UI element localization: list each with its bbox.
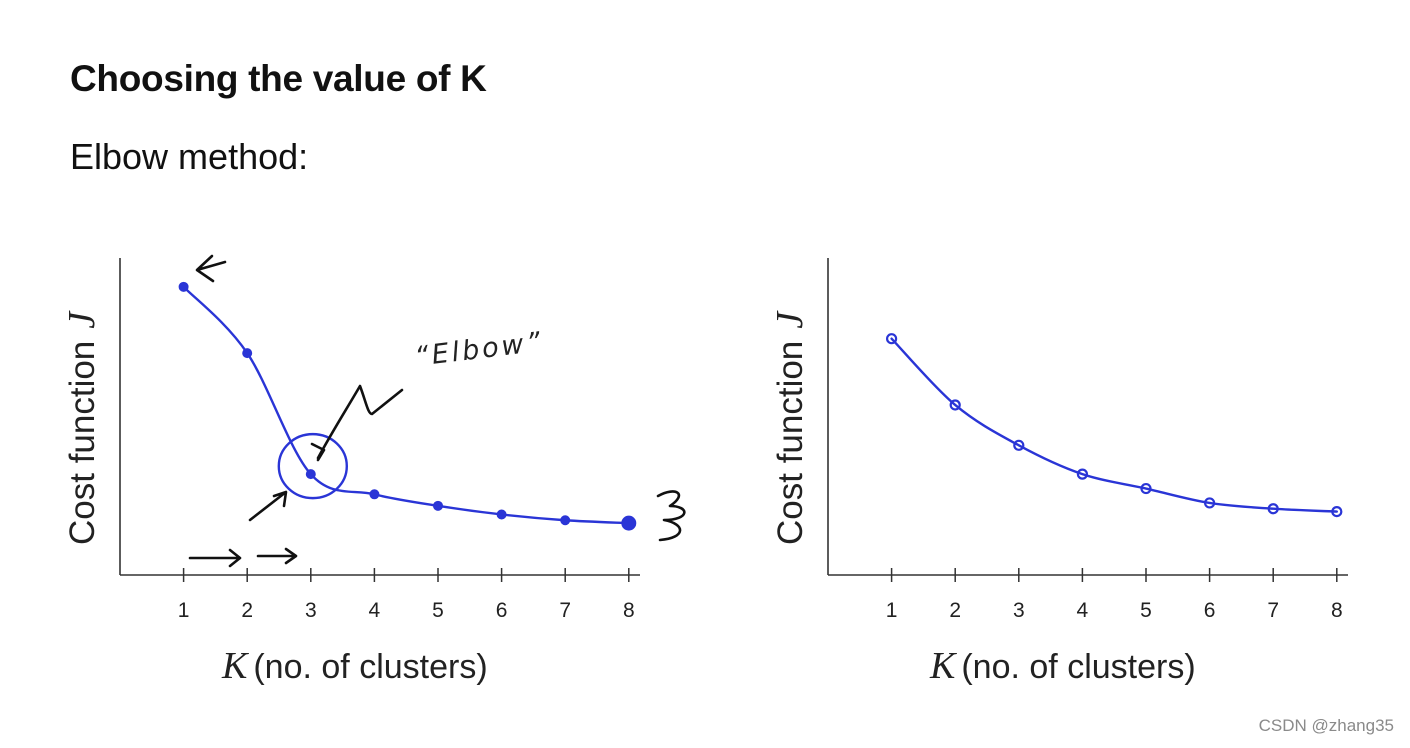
data-point bbox=[305, 469, 316, 480]
data-point bbox=[1013, 439, 1025, 451]
x-tick-label: 6 bbox=[1204, 599, 1216, 622]
data-point bbox=[621, 515, 637, 531]
right-x-axis-title: K (no. of clusters) bbox=[929, 645, 1196, 687]
chart-right: 1 2 3 4 5 6 7 8 Cost functionJ K (no. of cluster… bbox=[769, 258, 1348, 687]
data-point bbox=[242, 348, 253, 359]
right-x-axis-var: K bbox=[929, 645, 957, 687]
data-point bbox=[560, 515, 571, 526]
x-tick-label: 1 bbox=[886, 599, 898, 622]
data-point bbox=[1140, 482, 1152, 495]
right-arrow-2-icon bbox=[256, 547, 298, 565]
data-point bbox=[1203, 497, 1216, 509]
series-line bbox=[182, 285, 630, 525]
watermark: CSDN @zhang35 bbox=[1258, 716, 1394, 735]
elbow-pointer-tip bbox=[310, 442, 326, 462]
x-tick-label: 7 bbox=[559, 599, 571, 622]
data-point bbox=[1331, 506, 1343, 518]
x-tick-label: 6 bbox=[496, 599, 508, 622]
data-point bbox=[1076, 468, 1089, 480]
x-tick-label: 8 bbox=[623, 599, 635, 622]
x-tick-label: 4 bbox=[369, 599, 381, 622]
x-tick-label: 3 bbox=[305, 599, 317, 622]
x-tick-label: 2 bbox=[949, 599, 961, 622]
x-tick-label: 4 bbox=[1077, 599, 1089, 622]
data-point bbox=[496, 509, 507, 520]
x-tick-label: 2 bbox=[241, 599, 253, 622]
left-annotations: “Elbow” bbox=[188, 254, 686, 568]
data-point bbox=[949, 399, 961, 411]
x-tick-label: 5 bbox=[1140, 599, 1152, 622]
elbow-circle bbox=[277, 432, 348, 500]
left-y-axis-var: J bbox=[61, 310, 103, 329]
left-x-axis-var: K bbox=[221, 645, 249, 687]
series-line bbox=[890, 337, 1338, 513]
left-x-ticks: 1 2 3 4 5 6 7 8 bbox=[178, 568, 635, 622]
x-tick-label: 8 bbox=[1331, 599, 1343, 622]
scribble-mark-icon bbox=[656, 490, 686, 542]
arrow-top-left-icon bbox=[195, 254, 227, 283]
left-x-axis-title: K (no. of clusters) bbox=[221, 645, 488, 687]
data-point bbox=[1267, 503, 1279, 515]
left-series bbox=[178, 281, 637, 531]
data-point bbox=[178, 281, 189, 292]
x-tick-label: 7 bbox=[1267, 599, 1279, 622]
data-point bbox=[369, 489, 380, 500]
chart-left: 1 2 3 4 5 6 7 8 Cost functionJ K (no. of cluster… bbox=[61, 254, 686, 687]
right-arrow-1-icon bbox=[188, 548, 242, 568]
right-y-axis-title: Cost functionJ bbox=[769, 310, 811, 545]
data-point bbox=[433, 500, 443, 511]
left-y-axis-title: Cost functionJ bbox=[61, 310, 103, 545]
slide-title: Choosing the value of K bbox=[70, 58, 487, 99]
x-tick-label: 5 bbox=[432, 599, 444, 622]
right-series bbox=[885, 333, 1343, 518]
elbow-pointer-squiggle bbox=[316, 384, 404, 460]
slide-subtitle: Elbow method: bbox=[70, 136, 309, 177]
pointer-slash bbox=[248, 490, 288, 522]
x-tick-label: 3 bbox=[1013, 599, 1025, 622]
right-y-axis-var: J bbox=[769, 310, 811, 329]
data-point bbox=[885, 333, 898, 345]
right-x-ticks: 1 2 3 4 5 6 7 8 bbox=[886, 568, 1343, 622]
elbow-annotation: “Elbow” bbox=[413, 326, 545, 373]
x-tick-label: 1 bbox=[178, 599, 190, 622]
